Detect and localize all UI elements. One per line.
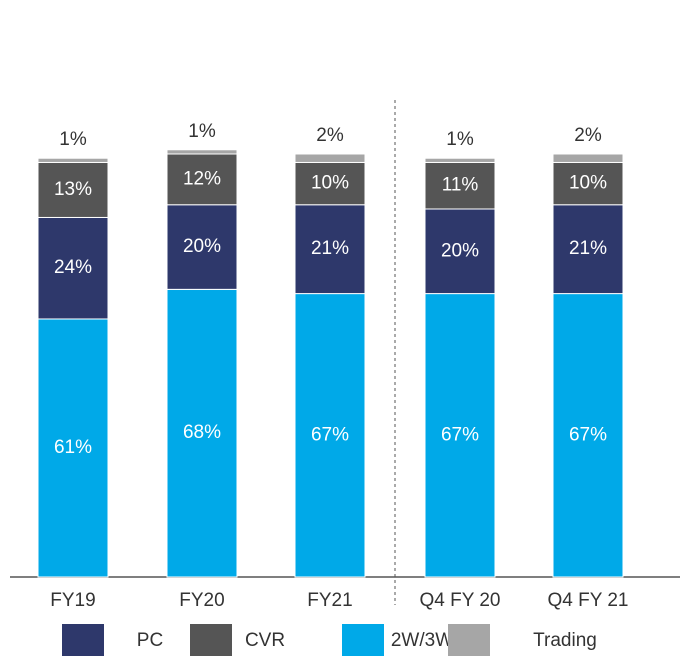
bar-segment xyxy=(37,318,109,578)
bar-segment xyxy=(294,204,366,295)
data-label: 13% xyxy=(54,179,92,200)
data-label: 21% xyxy=(569,238,607,259)
legend-swatch xyxy=(342,624,384,656)
bar-segment xyxy=(552,293,624,578)
bar-segment xyxy=(552,204,624,295)
data-label: 10% xyxy=(569,173,607,194)
x-tick-label: Q4 FY 21 xyxy=(548,590,629,611)
x-tick-label: Q4 FY 20 xyxy=(420,590,501,611)
data-label: 11% xyxy=(442,175,479,196)
data-label: 61% xyxy=(54,437,92,458)
data-label: 1% xyxy=(59,129,87,150)
data-label: 20% xyxy=(441,240,479,261)
bar-segment xyxy=(424,157,496,163)
legend-label: 2W/3W xyxy=(391,630,453,651)
data-label: 2% xyxy=(316,125,344,146)
x-tick-label: FY21 xyxy=(307,590,352,611)
bar-segment xyxy=(37,161,109,218)
bar-segment xyxy=(166,149,238,155)
legend-label: CVR xyxy=(245,630,285,651)
bar-segment xyxy=(294,293,366,578)
data-label: 10% xyxy=(311,173,349,194)
data-label: 67% xyxy=(311,424,349,445)
bar-segment xyxy=(552,153,624,163)
x-tick-label: FY20 xyxy=(179,590,224,611)
bar-segment xyxy=(37,157,109,163)
data-label: 1% xyxy=(188,121,216,142)
data-label: 1% xyxy=(446,129,474,150)
data-label: 24% xyxy=(54,257,92,278)
data-label: 12% xyxy=(183,168,221,189)
data-label: 20% xyxy=(183,236,221,257)
legend-label: Trading xyxy=(533,630,597,651)
legend-label: PC xyxy=(137,630,163,651)
x-tick-label: FY19 xyxy=(50,590,95,611)
bar-segment xyxy=(294,153,366,163)
bar-segment xyxy=(166,153,238,206)
legend-swatch xyxy=(190,624,232,656)
data-label: 21% xyxy=(311,238,349,259)
bar-segment xyxy=(424,161,496,210)
data-label: 67% xyxy=(441,424,479,445)
bar-segment xyxy=(166,204,238,290)
bar-segment xyxy=(294,161,366,206)
data-label: 2% xyxy=(574,125,602,146)
legend-swatch xyxy=(62,624,104,656)
data-label: 68% xyxy=(183,422,221,443)
bar-segment xyxy=(166,288,238,578)
data-label: 67% xyxy=(569,424,607,445)
legend-swatch xyxy=(448,624,490,656)
bar-segment xyxy=(552,161,624,206)
bar-segment xyxy=(424,208,496,295)
